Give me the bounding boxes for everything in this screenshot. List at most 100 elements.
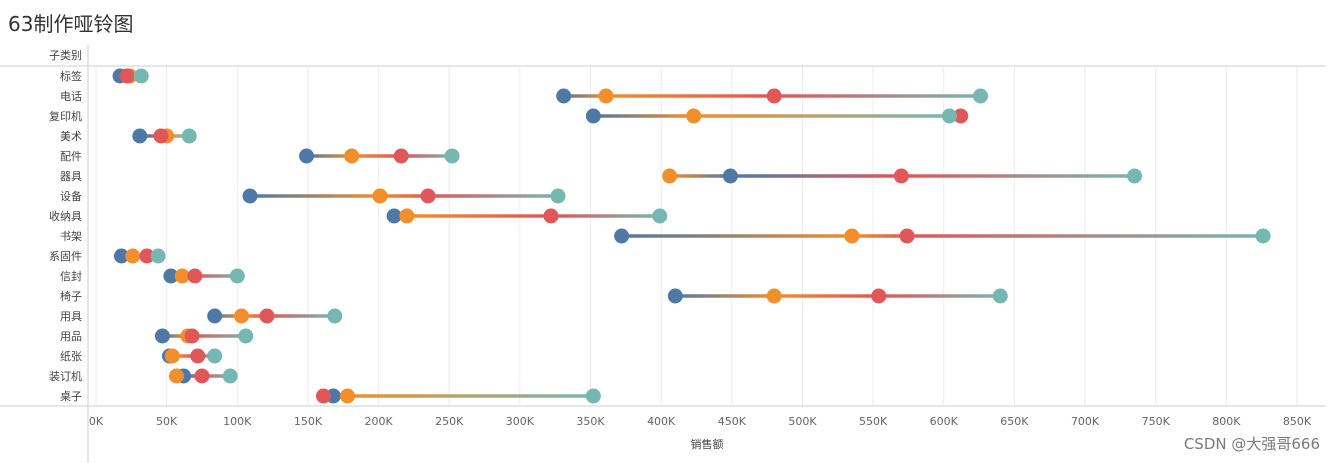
category-label: 用品 [60,330,82,343]
dumbbell-dot-teal[interactable] [222,368,238,384]
dumbbell-dot-teal[interactable] [941,108,957,124]
dumbbell-dot-red[interactable] [139,248,155,264]
dumbbell-dot-orange[interactable] [125,248,141,264]
dumbbell-dot-orange[interactable] [686,108,702,124]
dumbbell-dot-blue[interactable] [667,288,683,304]
category-label: 椅子 [60,289,82,303]
dumbbell-dot-orange[interactable] [662,168,678,184]
dumbbell-dot-teal[interactable] [550,188,566,204]
category-label: 用具 [60,310,82,323]
category-label: 器具 [60,170,82,183]
category-label: 书架 [60,230,82,243]
dumbbell-dot-red[interactable] [871,288,887,304]
x-tick-label: 50K [156,415,178,428]
category-label: 桌子 [60,390,82,403]
category-label: 美术 [60,130,82,143]
category-label: 电话 [60,90,82,103]
dumbbell-dot-red[interactable] [393,148,409,164]
category-label: 配件 [60,150,82,163]
category-label: 标签 [60,69,82,83]
x-tick-label: 600K [930,415,959,428]
dumbbell-dot-blue[interactable] [299,148,315,164]
dumbbell-dot-red[interactable] [187,268,203,284]
dumbbell-dot-orange[interactable] [174,268,190,284]
dumbbell-dot-orange[interactable] [399,208,415,224]
dumbbell-dot-teal[interactable] [585,388,601,404]
x-tick-label: 0K [89,415,104,428]
x-tick-label: 850K [1283,415,1312,428]
dumbbell-dot-teal[interactable] [207,348,223,364]
dumbbell-dot-blue[interactable] [163,268,179,284]
dumbbell-dot-red[interactable] [153,128,169,144]
dumbbell-dot-blue[interactable] [242,188,258,204]
dumbbell-dot-red[interactable] [953,108,969,124]
dumbbell-dots [112,68,1271,404]
x-tick-label: 400K [647,415,676,428]
dumbbell-dot-red[interactable] [184,328,200,344]
dumbbell-dot-red[interactable] [190,348,206,364]
category-label: 复印机 [49,109,82,123]
dumbbell-dot-orange[interactable] [598,88,614,104]
dumbbell-dot-red[interactable] [899,228,915,244]
x-tick-label: 200K [364,415,393,428]
dumbbell-dot-teal[interactable] [652,208,668,224]
dumbbell-dot-blue[interactable] [585,108,601,124]
dumbbell-dot-blue[interactable] [614,228,630,244]
dumbbell-dot-blue[interactable] [207,308,223,324]
dumbbell-dot-blue[interactable] [386,208,402,224]
x-tick-label: 450K [718,415,747,428]
dumbbell-dot-blue[interactable] [154,328,170,344]
dumbbell-dot-red[interactable] [119,68,135,84]
dumbbell-dot-orange[interactable] [844,228,860,244]
x-tick-label: 150K [294,415,323,428]
dumbbell-dot-orange[interactable] [169,368,185,384]
dumbbell-dot-teal[interactable] [229,268,245,284]
x-tick-label: 100K [223,415,252,428]
dumbbell-dot-red[interactable] [259,308,275,324]
x-axis-ticks: 0K 50K 100K 150K 200K 250K 300K 350K 400K 450K 500… [89,415,1312,428]
dumbbell-dot-red[interactable] [315,388,331,404]
dumbbell-dot-red[interactable] [893,168,909,184]
dumbbell-dot-blue[interactable] [113,248,129,264]
x-tick-label: 750K [1142,415,1171,428]
x-tick-label: 250K [435,415,464,428]
dumbbell-dot-teal[interactable] [238,328,254,344]
dumbbell-bars [120,74,1264,398]
dumbbell-dot-red[interactable] [420,188,436,204]
category-label: 系固件 [49,250,82,263]
dumbbell-dot-orange[interactable] [766,288,782,304]
x-tick-label: 800K [1212,415,1241,428]
chart-frame [0,45,1326,463]
dumbbell-dot-blue[interactable] [556,88,572,104]
dumbbell-dot-teal[interactable] [444,148,460,164]
category-label: 信封 [60,269,82,283]
dumbbell-dot-teal[interactable] [973,88,989,104]
dumbbell-dot-teal[interactable] [992,288,1008,304]
dumbbell-dot-orange[interactable] [372,188,388,204]
category-label: 收纳具 [49,209,82,223]
watermark: CSDN @大强哥666 [1183,435,1320,453]
category-label: 装订机 [49,369,82,383]
category-label: 纸张 [60,350,82,363]
dumbbell-dot-red[interactable] [194,368,210,384]
dumbbell-dot-orange[interactable] [164,348,180,364]
x-tick-label: 300K [506,415,535,428]
dumbbell-dot-orange[interactable] [344,148,360,164]
dumbbell-dot-teal[interactable] [1127,168,1143,184]
dumbbell-dot-blue[interactable] [132,128,148,144]
x-tick-label: 700K [1071,415,1100,428]
dumbbell-dot-orange[interactable] [234,308,250,324]
dumbbell-dot-orange[interactable] [340,388,356,404]
dumbbell-dot-teal[interactable] [327,308,343,324]
dumbbell-dot-teal[interactable] [150,248,166,264]
dumbbell-dot-teal[interactable] [133,68,149,84]
dumbbell-dot-teal[interactable] [181,128,197,144]
dumbbell-dot-teal[interactable] [1255,228,1271,244]
dumbbell-dot-red[interactable] [766,88,782,104]
x-tick-label: 650K [1000,415,1029,428]
dumbbell-dot-blue[interactable] [722,168,738,184]
x-tick-label: 500K [788,415,817,428]
dumbbell-dot-red[interactable] [543,208,559,224]
